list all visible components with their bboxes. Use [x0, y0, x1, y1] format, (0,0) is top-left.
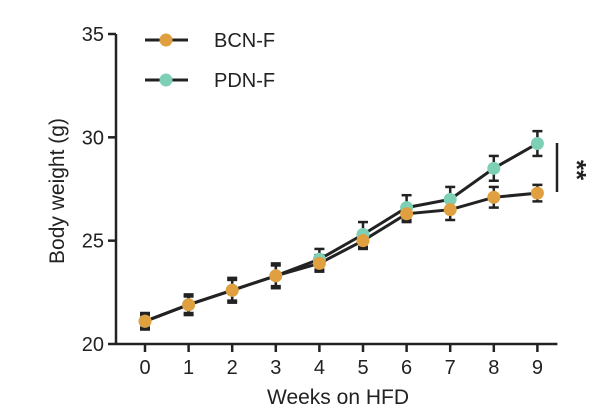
- data-point-bcn-f: [356, 234, 370, 248]
- y-tick-label: 20: [82, 334, 104, 356]
- series-group: [138, 129, 544, 331]
- data-point-pdn-f: [487, 161, 501, 175]
- data-point-bcn-f: [312, 256, 326, 270]
- data-point-bcn-f: [400, 207, 414, 221]
- data-point-bcn-f: [487, 190, 501, 204]
- data-point-bcn-f: [138, 314, 152, 328]
- x-tick-label: 4: [314, 357, 325, 379]
- axes: [108, 32, 558, 352]
- legend-label: PDN-F: [214, 70, 275, 92]
- x-tick-label: 7: [445, 357, 456, 379]
- series-line-pdn-f: [144, 142, 539, 323]
- legend-label: BCN-F: [214, 30, 275, 52]
- tick-labels: 20 25 30 35 0 1 2 3 4 5 6 7 8 9: [82, 24, 543, 379]
- x-axis-title: Weeks on HFD: [267, 386, 409, 409]
- x-tick-label: 8: [488, 357, 499, 379]
- x-tick-label: 1: [183, 357, 194, 379]
- data-point-bcn-f: [443, 203, 457, 217]
- data-point-pdn-f: [443, 192, 457, 206]
- x-tick-label: 2: [227, 357, 238, 379]
- data-point-bcn-f: [182, 298, 196, 312]
- data-point-bcn-f: [269, 269, 283, 283]
- x-tick-label: 5: [357, 357, 368, 379]
- y-tick-label: 25: [82, 231, 104, 253]
- legend: BCN-F PDN-F: [145, 30, 275, 92]
- x-tick-label: 3: [270, 357, 281, 379]
- legend-marker: [159, 73, 173, 87]
- x-tick-label: 6: [401, 357, 412, 379]
- y-axis-title: Body weight (g): [46, 118, 69, 264]
- x-tick-label: 0: [139, 357, 150, 379]
- significance-stars: **: [562, 160, 592, 181]
- data-point-bcn-f: [530, 186, 544, 200]
- legend-marker: [159, 33, 173, 47]
- data-point-bcn-f: [225, 283, 239, 297]
- data-point-pdn-f: [530, 137, 544, 151]
- y-tick-label: 30: [82, 127, 104, 149]
- y-tick-label: 35: [82, 24, 104, 46]
- x-tick-label: 9: [532, 357, 543, 379]
- series-line-bcn-f: [144, 191, 538, 323]
